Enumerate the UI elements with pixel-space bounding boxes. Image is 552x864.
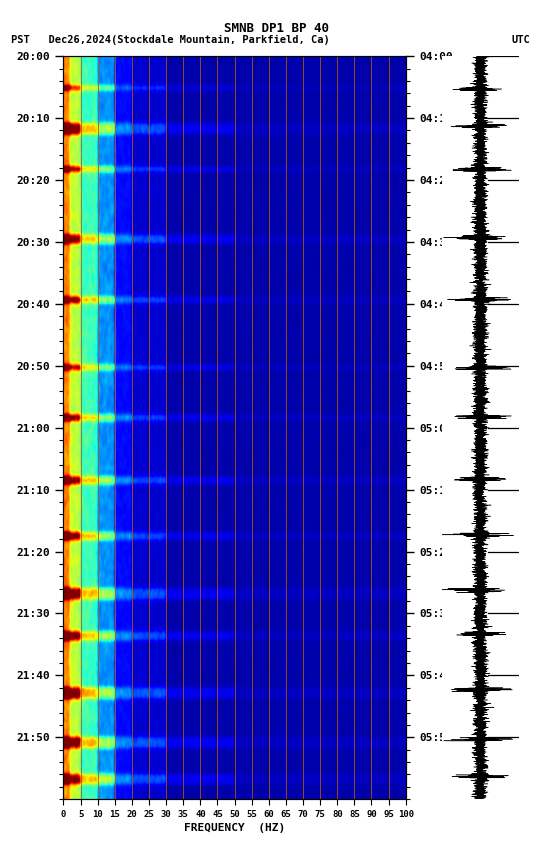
Text: UTC: UTC — [511, 35, 530, 45]
Text: PST   Dec26,2024(Stockdale Mountain, Parkfield, Ca): PST Dec26,2024(Stockdale Mountain, Parkf… — [11, 35, 330, 45]
X-axis label: FREQUENCY  (HZ): FREQUENCY (HZ) — [184, 823, 285, 833]
Text: SMNB DP1 BP 40: SMNB DP1 BP 40 — [224, 22, 328, 35]
